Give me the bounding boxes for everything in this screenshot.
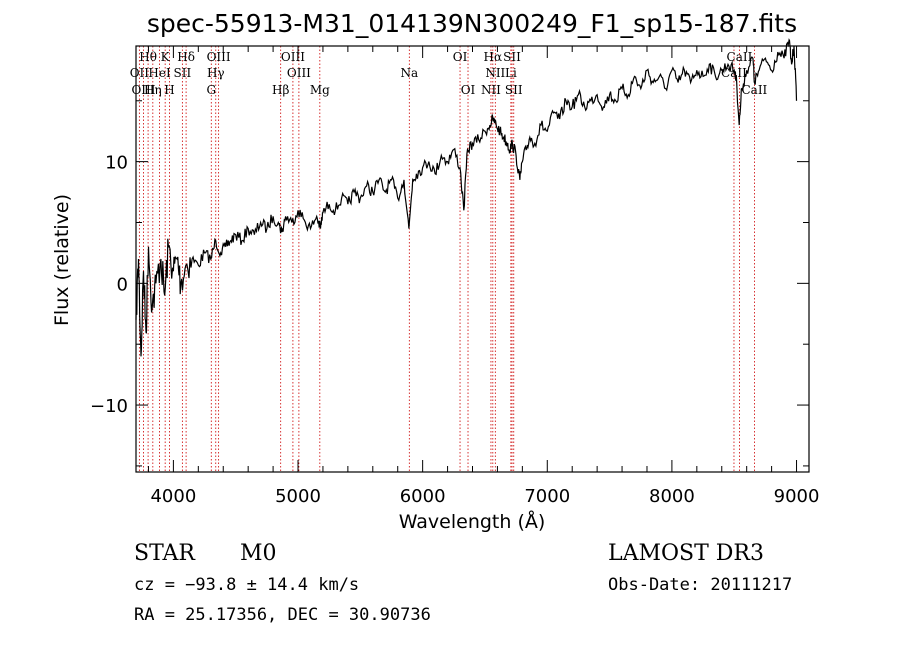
line-marker-label: CaII (727, 50, 753, 64)
line-marker-label: OIII (131, 83, 155, 97)
line-marker-label: OIII (281, 50, 305, 64)
line-marker-label: NII (485, 66, 505, 80)
line-marker-label: SII (174, 66, 192, 80)
x-axis-ticks: 4000 5000 6000 7000 8000 9000 (147, 46, 820, 507)
line-marker-label: SII (503, 50, 521, 64)
x-tick-label: 5000 (275, 486, 321, 507)
line-marker-label: G (206, 83, 216, 97)
line-marker-label: OI (461, 83, 476, 97)
spectrum-series-line (135, 38, 798, 357)
line-marker-label: HeI (148, 66, 171, 80)
line-marker-label: NII (481, 83, 501, 97)
line-marker-label: Mg (310, 83, 330, 97)
line-marker-label: Hα (484, 50, 503, 64)
line-marker-label: Hθ (139, 50, 157, 64)
y-tick-label: 0 (117, 274, 128, 295)
x-tick-label: 7000 (524, 486, 570, 507)
line-marker-label: SII (505, 83, 523, 97)
line-marker-label: H (164, 83, 174, 97)
line-marker-label: Hδ (177, 50, 195, 64)
object-class: STAR (134, 541, 196, 566)
y-axis-ticks: −10 0 10 (90, 100, 809, 467)
line-marker-label: Na (400, 66, 418, 80)
line-marker-label: OII (130, 66, 150, 80)
y-tick-label: 10 (105, 153, 128, 174)
x-tick-label: 8000 (649, 486, 695, 507)
line-marker-label: Hη (144, 83, 162, 97)
line-marker-label: Hγ (207, 66, 225, 80)
spectral-subclass: M0 (240, 541, 277, 566)
emission-line-markers (138, 46, 755, 472)
obs-date: Obs-Date: 20111217 (608, 575, 792, 595)
line-marker-label: OIII (207, 50, 231, 64)
line-marker-label: OIII (287, 66, 311, 80)
x-tick-label: 6000 (400, 486, 446, 507)
line-marker-label: CaII (741, 83, 767, 97)
y-tick-label: −10 (90, 396, 128, 417)
x-tick-label: 4000 (150, 486, 196, 507)
plot-frame (135, 45, 810, 473)
x-tick-label: 9000 (774, 486, 820, 507)
redshift-info: cz = −93.8 ± 14.4 km/s (134, 575, 359, 595)
line-marker-label: OI (453, 50, 468, 64)
coordinates: RA = 25.17356, DEC = 30.90736 (134, 605, 431, 625)
line-marker-label: Hβ (272, 83, 289, 97)
survey-name: LAMOST DR3 (608, 541, 764, 566)
line-marker-label: K (161, 50, 171, 64)
y-axis-label: Flux (relative) (51, 194, 73, 326)
line-marker-label: Li (505, 66, 517, 80)
chart-title: spec-55913-M31_014139N300249_F1_sp15-187… (147, 9, 797, 38)
x-axis-label: Wavelength (Å) (399, 510, 546, 533)
